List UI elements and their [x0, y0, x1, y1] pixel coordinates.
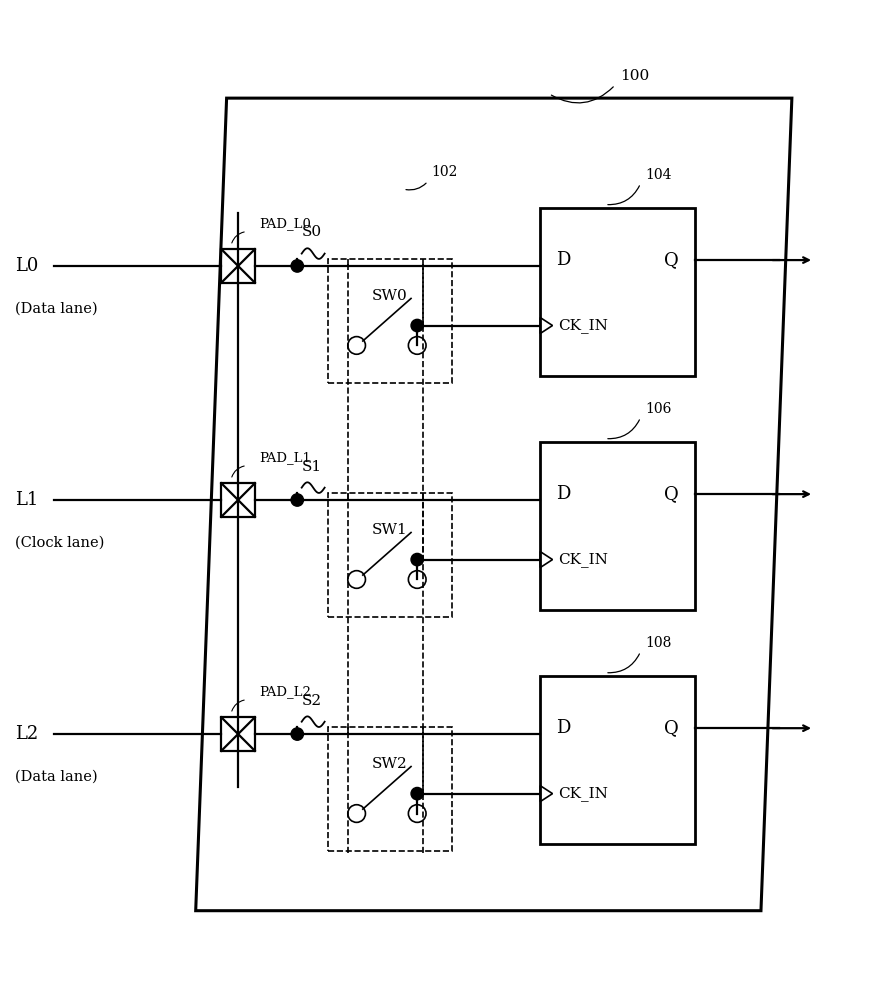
Text: Q: Q [664, 251, 679, 269]
Text: CK_IN: CK_IN [558, 552, 608, 567]
Circle shape [411, 553, 424, 566]
Text: SW1: SW1 [372, 523, 408, 537]
Text: Q: Q [664, 719, 679, 737]
Text: L0: L0 [15, 257, 38, 275]
Bar [328, 493, 452, 617]
Circle shape [411, 787, 424, 800]
Text: 102: 102 [431, 165, 458, 179]
Text: SW2: SW2 [372, 757, 408, 771]
Text: CK_IN: CK_IN [558, 786, 608, 801]
Text: 108: 108 [645, 636, 672, 650]
Bar [540, 676, 695, 844]
Bar [222, 717, 255, 751]
Bar [222, 483, 255, 517]
Text: S2: S2 [302, 694, 322, 708]
Text: SW0: SW0 [372, 289, 408, 303]
Text: L2: L2 [15, 725, 38, 743]
Text: PAD_L1: PAD_L1 [260, 451, 311, 464]
Bar [540, 442, 695, 610]
Bar [222, 249, 255, 283]
Text: (Data lane): (Data lane) [15, 301, 97, 315]
Bar [328, 259, 452, 383]
Text: PAD_L2: PAD_L2 [260, 685, 311, 698]
Text: PAD_L0: PAD_L0 [260, 217, 311, 230]
Text: CK_IN: CK_IN [558, 318, 608, 333]
Circle shape [411, 319, 424, 332]
Bar [540, 208, 695, 376]
Text: 100: 100 [619, 69, 649, 83]
Text: 106: 106 [645, 402, 672, 416]
Text: (Data lane): (Data lane) [15, 769, 97, 783]
Text: S0: S0 [302, 225, 322, 239]
Text: (Clock lane): (Clock lane) [15, 535, 104, 549]
Circle shape [291, 260, 303, 272]
Text: L1: L1 [15, 491, 38, 509]
Text: D: D [556, 719, 571, 737]
Text: D: D [556, 485, 571, 503]
Text: S1: S1 [302, 460, 322, 474]
Text: D: D [556, 251, 571, 269]
Circle shape [291, 494, 303, 506]
Circle shape [291, 728, 303, 740]
Bar [328, 727, 452, 851]
Text: 104: 104 [645, 168, 672, 182]
Text: Q: Q [664, 485, 679, 503]
